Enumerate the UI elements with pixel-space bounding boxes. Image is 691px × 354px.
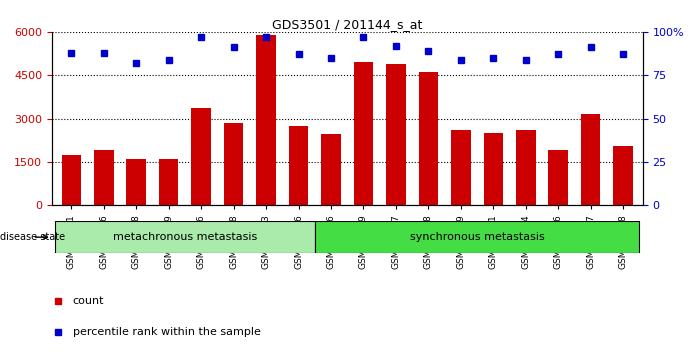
Bar bbox=[386, 64, 406, 205]
Bar bbox=[315, 221, 639, 253]
Bar bbox=[451, 130, 471, 205]
Bar bbox=[159, 159, 178, 205]
Bar bbox=[94, 150, 113, 205]
Bar bbox=[581, 114, 600, 205]
Bar bbox=[224, 123, 243, 205]
Text: synchronous metastasis: synchronous metastasis bbox=[410, 232, 545, 242]
Bar bbox=[289, 126, 308, 205]
Text: metachronous metastasis: metachronous metastasis bbox=[113, 232, 257, 242]
Text: count: count bbox=[73, 296, 104, 306]
Bar bbox=[549, 150, 568, 205]
Bar bbox=[484, 133, 503, 205]
Bar bbox=[321, 135, 341, 205]
Bar bbox=[55, 221, 315, 253]
Bar bbox=[354, 62, 373, 205]
Bar bbox=[516, 130, 536, 205]
Bar bbox=[419, 72, 438, 205]
Bar bbox=[614, 146, 633, 205]
Bar bbox=[126, 159, 146, 205]
Bar bbox=[256, 35, 276, 205]
Title: GDS3501 / 201144_s_at: GDS3501 / 201144_s_at bbox=[272, 18, 422, 31]
Bar bbox=[191, 108, 211, 205]
Bar bbox=[61, 155, 81, 205]
Text: disease state: disease state bbox=[0, 232, 65, 242]
Text: percentile rank within the sample: percentile rank within the sample bbox=[73, 327, 261, 337]
